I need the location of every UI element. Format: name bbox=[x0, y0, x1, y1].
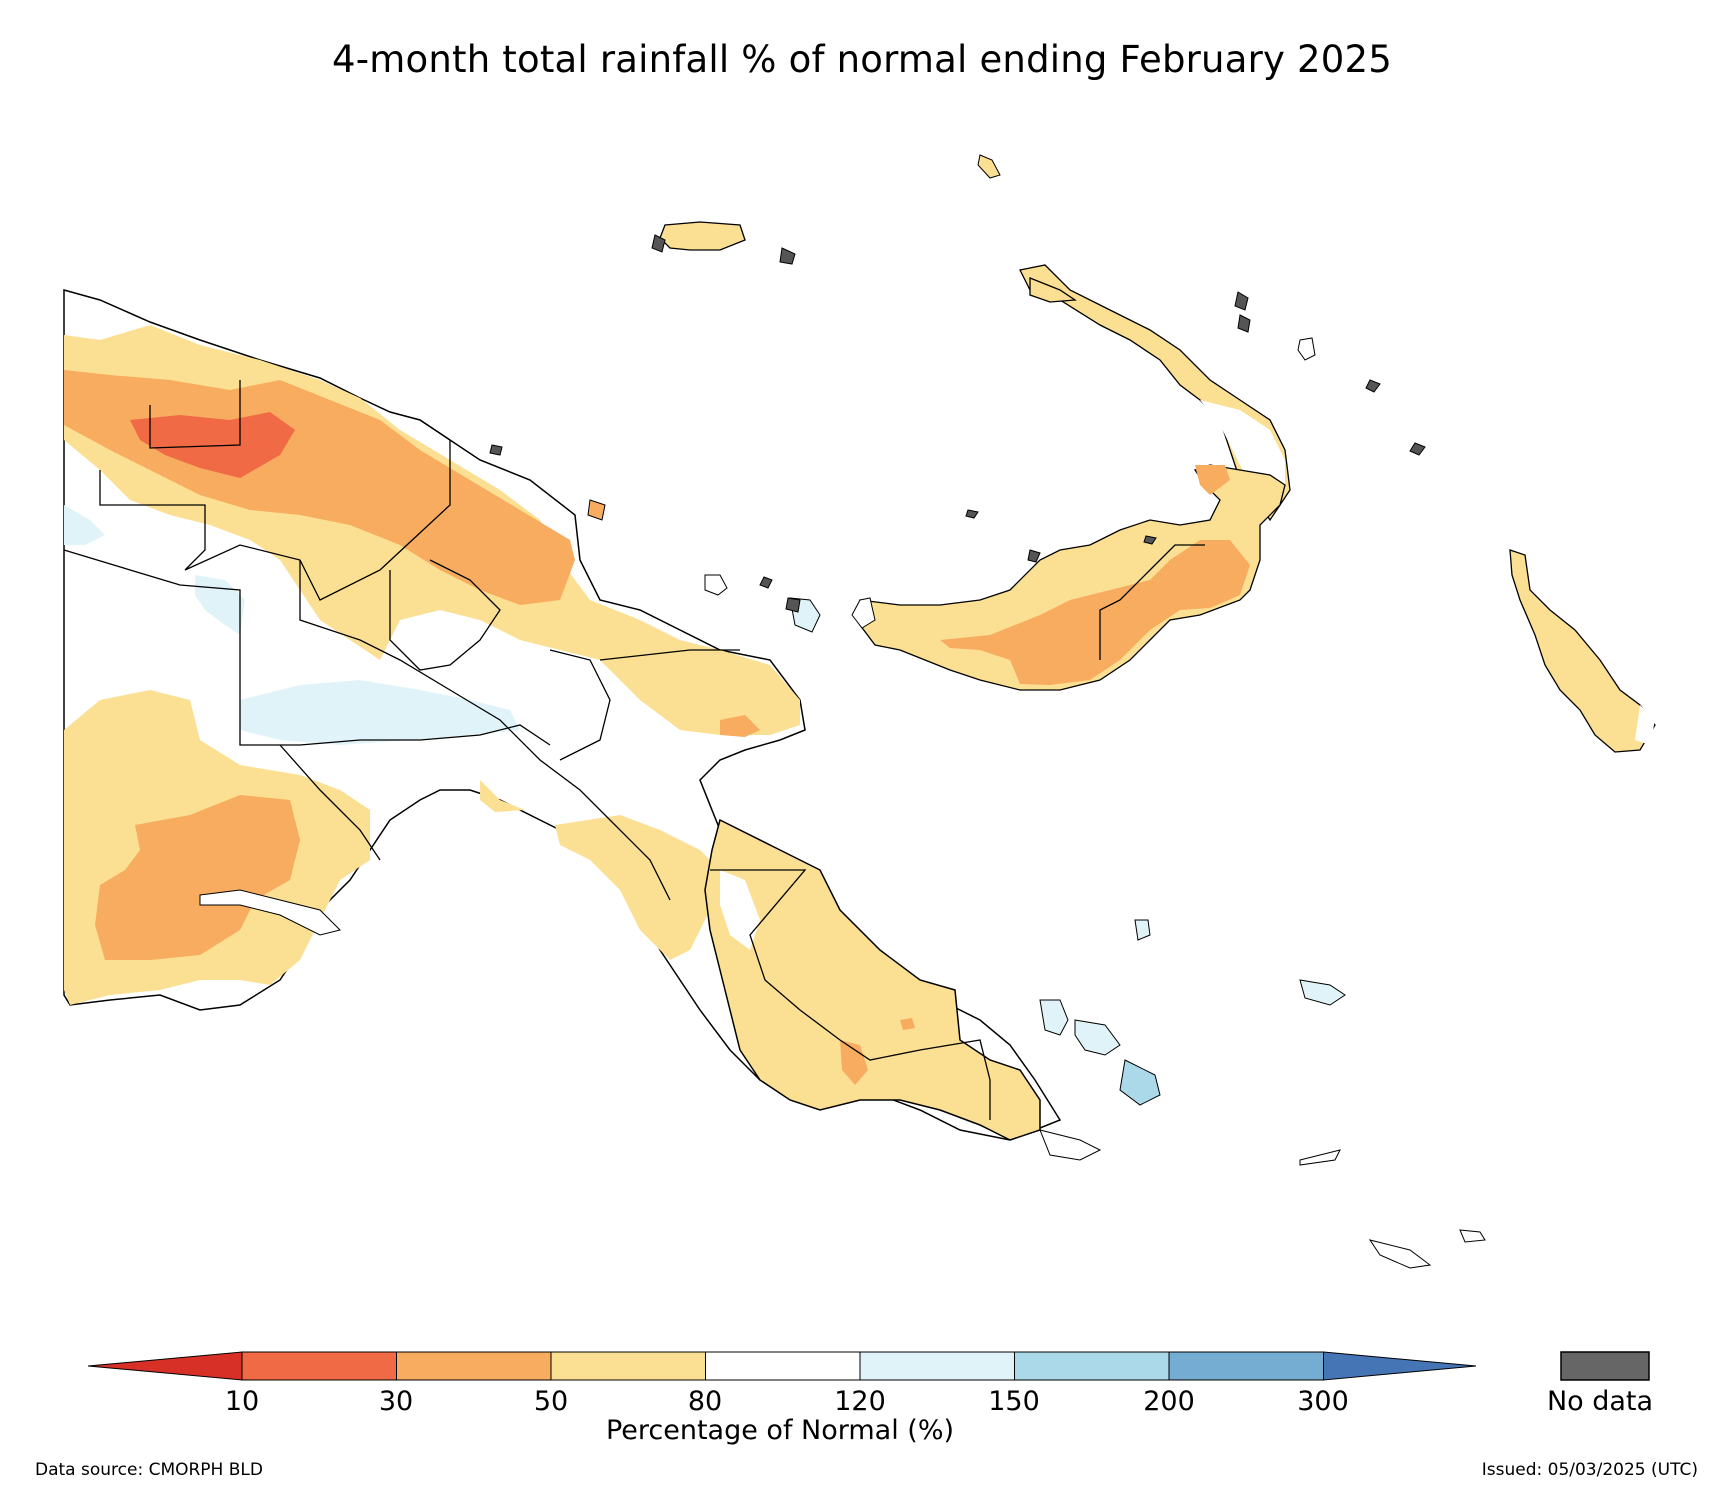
issued-date-note: Issued: 05/03/2025 (UTC) bbox=[1481, 1460, 1698, 1480]
dry-dot-small bbox=[900, 1018, 915, 1030]
colorbar-tick-200: 200 bbox=[1143, 1386, 1195, 1417]
manus-nodata-1 bbox=[651, 234, 666, 253]
colorbar-segment-200-300 bbox=[1168, 1351, 1324, 1381]
misima-island bbox=[1299, 1149, 1341, 1166]
colorbar-tick-80: 80 bbox=[687, 1386, 723, 1417]
bougainville-white-tip bbox=[1635, 705, 1655, 745]
colorbar-segment-30-50 bbox=[396, 1351, 552, 1381]
colorbar-segment-150-200 bbox=[1014, 1351, 1170, 1381]
bougainville-main bbox=[1509, 549, 1656, 753]
nb-boundary bbox=[1099, 544, 1205, 660]
new-britain-dry bbox=[940, 540, 1250, 685]
colorbar-tick-10: 10 bbox=[224, 1386, 260, 1417]
small-islands bbox=[489, 444, 1486, 1269]
map-title: 4-month total rainfall % of normal endin… bbox=[331, 38, 1393, 81]
trobriand-island bbox=[1134, 919, 1151, 941]
west-above-patch-1 bbox=[64, 505, 105, 545]
south-west-dry bbox=[95, 795, 300, 960]
nodata-n1 bbox=[1234, 291, 1249, 311]
colorbar-tick-50: 50 bbox=[533, 1386, 569, 1417]
goodenough-island bbox=[1039, 999, 1069, 1036]
small-island-n bbox=[977, 154, 1001, 179]
colorbar-axis-label: Percentage of Normal (%) bbox=[605, 1415, 955, 1446]
west-above-patch-3 bbox=[240, 680, 520, 745]
river-estuary bbox=[199, 889, 341, 936]
dry-dot-east bbox=[720, 715, 760, 737]
nodata-n3 bbox=[1365, 379, 1381, 393]
manus-island bbox=[659, 221, 746, 251]
island-outline-1 bbox=[704, 574, 728, 596]
island-nodata-2 bbox=[489, 444, 503, 456]
karkar-dry bbox=[587, 499, 606, 521]
colorbar-segment-120-150 bbox=[859, 1351, 1015, 1381]
island-nodata-5 bbox=[1143, 535, 1157, 545]
nodata-swatch bbox=[1560, 1351, 1650, 1381]
nodata-n4 bbox=[1409, 442, 1426, 456]
colorbar-low-extend bbox=[87, 1351, 243, 1381]
island-nodata-1 bbox=[785, 597, 801, 613]
colorbar-segment-50-80 bbox=[550, 1351, 706, 1381]
colorbar bbox=[87, 1351, 1650, 1381]
normanby-island bbox=[1119, 1059, 1161, 1106]
mainland-east bbox=[704, 715, 1102, 1161]
new-britain-tip-dry bbox=[1195, 465, 1230, 495]
island-nodata-4 bbox=[965, 509, 979, 519]
new-britain bbox=[851, 464, 1286, 691]
colorbar-tick-30: 30 bbox=[378, 1386, 414, 1417]
east-tail-tip bbox=[1039, 1129, 1102, 1161]
manus-nodata-2 bbox=[779, 247, 796, 265]
rossel-island bbox=[1459, 1229, 1486, 1243]
outline-island-n bbox=[1297, 337, 1316, 361]
woodlark-island bbox=[1299, 979, 1346, 1006]
colorbar-segment-80-120 bbox=[705, 1351, 861, 1381]
new-britain-west-white bbox=[851, 597, 876, 629]
gulf-small-patch bbox=[480, 780, 525, 812]
colorbar-tick-150: 150 bbox=[988, 1386, 1040, 1417]
east-tail-white-pocket bbox=[720, 870, 760, 950]
nodata-label: No data bbox=[1546, 1386, 1654, 1417]
colorbar-segment-10-30 bbox=[241, 1351, 397, 1381]
province-boundaries bbox=[63, 380, 991, 1120]
bougainville bbox=[1509, 549, 1656, 753]
east-tail-dry-spot bbox=[840, 1040, 868, 1085]
new-britain-main bbox=[859, 464, 1286, 691]
colorbar-high-extend bbox=[1323, 1351, 1477, 1381]
nodata-n2 bbox=[1237, 314, 1251, 333]
island-nodata-3 bbox=[759, 576, 773, 589]
nb-nodata bbox=[1027, 549, 1041, 563]
new-hanover bbox=[1029, 277, 1077, 303]
colorbar-tick-120: 120 bbox=[834, 1386, 886, 1417]
fergusson-island bbox=[1074, 1019, 1121, 1056]
sudest-island bbox=[1368, 1239, 1432, 1269]
east-tail-base bbox=[704, 818, 1041, 1141]
colorbar-tick-300: 300 bbox=[1297, 1386, 1349, 1417]
south-central-below bbox=[555, 815, 720, 960]
west-very-dry-core bbox=[130, 412, 295, 478]
data-source-note: Data source: CMORPH BLD bbox=[35, 1460, 263, 1480]
manus-islands bbox=[651, 221, 796, 265]
